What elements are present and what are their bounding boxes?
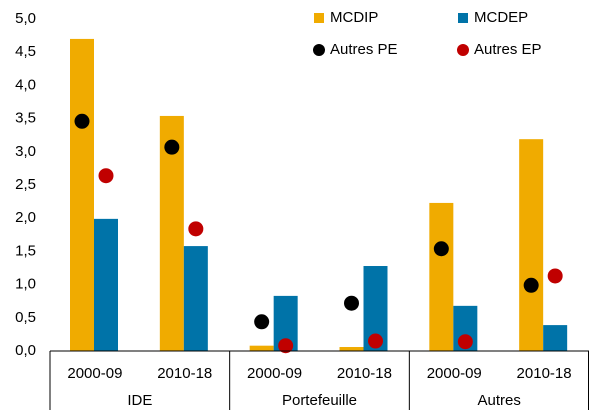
y-tick-label: 3,0 (15, 143, 36, 160)
dot (98, 168, 114, 184)
bar (543, 325, 568, 351)
dot (164, 139, 180, 155)
dot (433, 241, 449, 257)
x-tick-label: 2010-18 (157, 365, 212, 382)
dot (344, 295, 359, 311)
bar (159, 115, 184, 351)
bar (94, 218, 118, 351)
legend-swatch (314, 13, 324, 23)
dot (74, 113, 90, 129)
y-tick-label: 1,0 (15, 276, 36, 293)
dot (368, 333, 383, 349)
x-tick-label: 2010-18 (517, 365, 572, 382)
bar (70, 38, 94, 352)
bar (429, 202, 454, 351)
group-label: Portefeuille (282, 392, 357, 409)
legend-swatch (457, 44, 469, 56)
bar (519, 139, 544, 351)
x-tick-label: 2000-09 (67, 365, 122, 382)
x-tick-label: 2010-18 (337, 365, 392, 382)
y-tick-label: 5,0 (15, 10, 36, 27)
x-tick-label: 2000-09 (247, 365, 302, 382)
y-tick-label: 0,5 (15, 309, 36, 326)
legend-swatch (458, 13, 468, 23)
y-tick-label: 2,0 (15, 209, 36, 226)
dot (547, 268, 563, 284)
dot (523, 277, 539, 293)
bar (183, 246, 208, 351)
group-label: IDE (127, 392, 152, 409)
group-label: Autres (477, 392, 520, 409)
dot (254, 314, 270, 330)
y-tick-label: 4,0 (15, 76, 36, 93)
y-tick-label: 3,5 (15, 110, 36, 127)
dot (278, 338, 294, 354)
legend-label: MCDEP (474, 9, 528, 26)
y-tick-label: 0,0 (15, 342, 36, 359)
bar (339, 347, 364, 351)
legend-swatch (313, 44, 325, 56)
legend-label: MCDIP (330, 9, 378, 26)
bar (249, 345, 274, 351)
dot (457, 334, 473, 350)
legend-label: Autres PE (330, 41, 398, 58)
y-tick-label: 4,5 (15, 43, 36, 60)
x-tick-label: 2000-09 (427, 365, 482, 382)
y-tick-label: 2,5 (15, 176, 36, 193)
y-tick-label: 1,5 (15, 242, 36, 259)
legend-label: Autres EP (474, 41, 542, 58)
dot (188, 221, 204, 237)
